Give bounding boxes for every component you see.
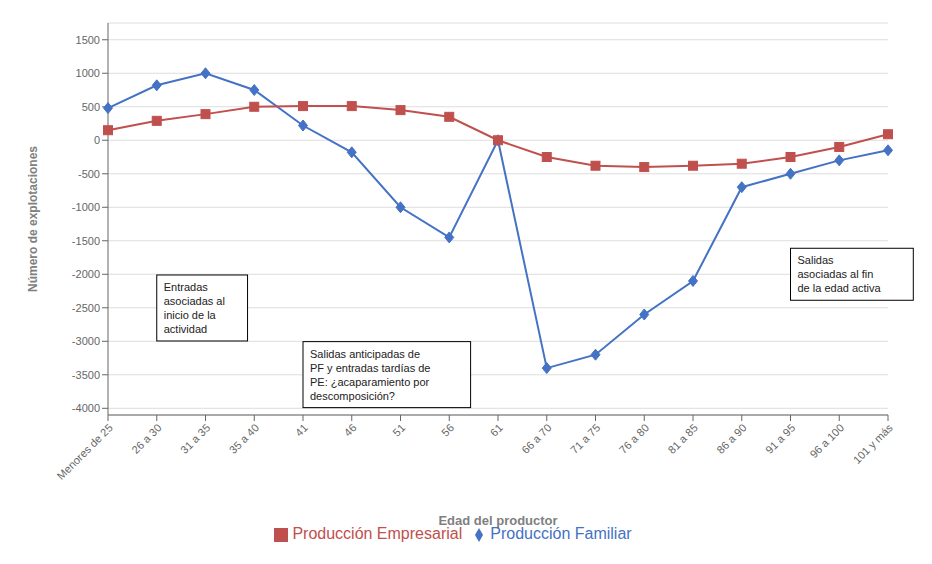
svg-text:1000: 1000	[76, 67, 100, 79]
svg-text:66 a 70: 66 a 70	[519, 421, 553, 455]
svg-text:Número de explotaciones: Número de explotaciones	[26, 146, 40, 292]
svg-text:46: 46	[342, 421, 359, 438]
svg-text:500: 500	[82, 101, 100, 113]
svg-text:41: 41	[293, 421, 310, 438]
svg-text:96 a 100: 96 a 100	[807, 421, 846, 460]
svg-text:Menores de 25: Menores de 25	[55, 421, 115, 481]
svg-text:Salidasasociadas al finde la e: Salidasasociadas al finde la edad activa	[798, 254, 882, 294]
svg-text:-1000: -1000	[72, 201, 100, 213]
html-text:Producción Familiar: Producción Familiar	[490, 525, 632, 542]
svg-text:-2000: -2000	[72, 268, 100, 280]
svg-text:-4000: -4000	[72, 402, 100, 414]
svg-text:86 a 90: 86 a 90	[714, 421, 748, 455]
svg-text:Entradasasociadas alinicio de: Entradasasociadas alinicio de laactivida…	[164, 281, 225, 335]
html-text:Producción Empresarial: Producción Empresarial	[292, 525, 463, 542]
svg-text:76 a 80: 76 a 80	[617, 421, 651, 455]
svg-text:51: 51	[390, 421, 407, 438]
svg-text:61: 61	[488, 421, 505, 438]
svg-text:-3500: -3500	[72, 369, 100, 381]
svg-text:1500: 1500	[76, 34, 100, 46]
svg-text:-500: -500	[78, 168, 100, 180]
svg-text:26 a 30: 26 a 30	[129, 421, 163, 455]
svg-text:Salidas anticipadas dePF y ent: Salidas anticipadas dePF y entradas tard…	[310, 348, 430, 402]
svg-text:91 a 95: 91 a 95	[763, 421, 797, 455]
svg-text:-2500: -2500	[72, 302, 100, 314]
svg-text:71 a 75: 71 a 75	[568, 421, 602, 455]
svg-text:-3000: -3000	[72, 335, 100, 347]
svg-text:101 y más: 101 y más	[851, 421, 896, 466]
svg-text:0: 0	[94, 134, 100, 146]
svg-text:31 a 35: 31 a 35	[178, 421, 212, 455]
svg-text:81 a 85: 81 a 85	[665, 421, 699, 455]
svg-text:56: 56	[439, 421, 456, 438]
svg-text:-1500: -1500	[72, 235, 100, 247]
svg-text:Edad del productor: Edad del productor	[438, 513, 557, 528]
svg-text:35 a 40: 35 a 40	[227, 421, 261, 455]
